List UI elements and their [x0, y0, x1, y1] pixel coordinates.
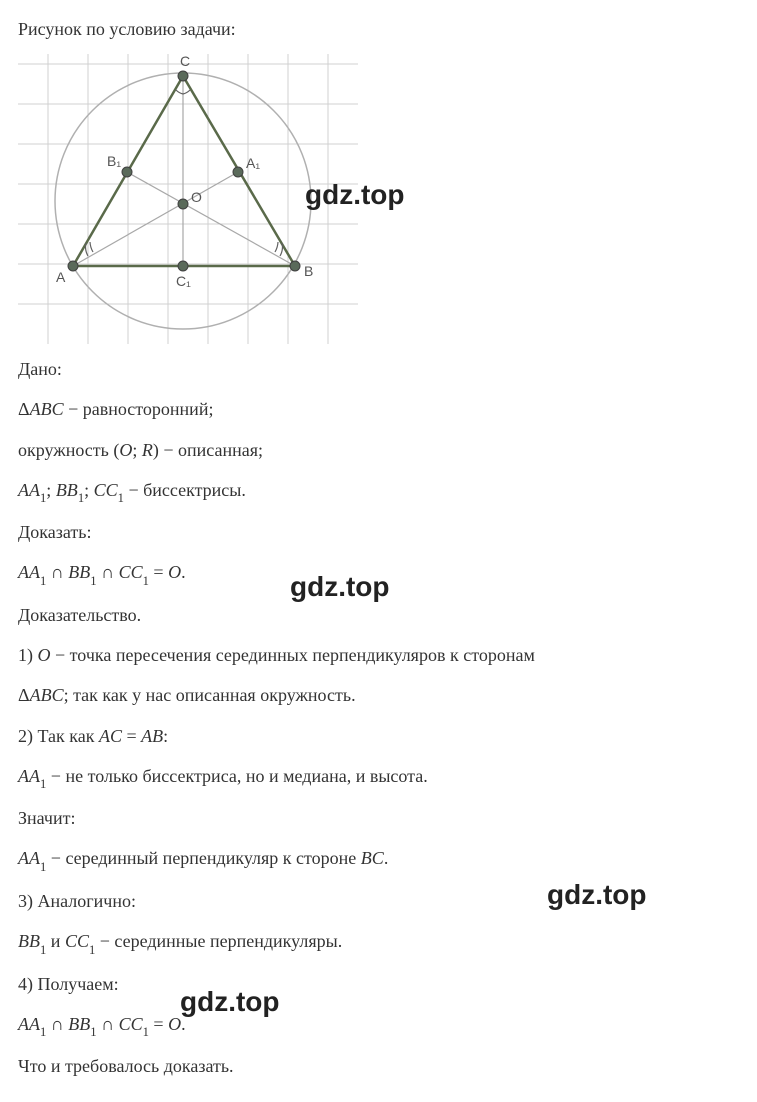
text: CC	[65, 931, 89, 951]
text: AC	[99, 726, 122, 746]
svg-text:A₁: A₁	[246, 155, 260, 171]
text: O	[119, 440, 132, 460]
text: ) − описанная;	[153, 440, 263, 460]
text: CC	[119, 562, 143, 582]
text: .	[384, 848, 389, 868]
text: AA	[18, 848, 40, 868]
text: ∩	[46, 562, 68, 582]
subscript: 1	[40, 491, 46, 505]
text: CC	[119, 1014, 143, 1034]
text: 1)	[18, 645, 38, 665]
step-1a: 1) O − точка пересечения серединных перп…	[18, 638, 739, 672]
text: .	[181, 562, 186, 582]
subscript: 1	[40, 943, 46, 957]
subscript: 1	[90, 574, 96, 588]
text: O	[168, 1014, 181, 1034]
subscript: 1	[143, 574, 149, 588]
diagram-container: C A B B₁ A₁ O C₁	[18, 54, 398, 344]
text: ∩	[97, 562, 119, 582]
proof-label: Доказательство.	[18, 598, 739, 632]
text: ∩	[46, 1014, 68, 1034]
svg-text:B₁: B₁	[107, 153, 121, 169]
text: R	[142, 440, 153, 460]
text: ∩	[97, 1014, 119, 1034]
text: =	[149, 1014, 168, 1034]
text: − серединный перпендикуляр к стороне	[46, 848, 361, 868]
subscript: 1	[40, 1025, 46, 1039]
text: окружность (	[18, 440, 119, 460]
text: ABC	[30, 685, 64, 705]
step-2c: Значит:	[18, 801, 739, 835]
text: − биссектрисы.	[124, 480, 246, 500]
step-4a: 4) Получаем:	[18, 967, 739, 1001]
prove-line: AA1 ∩ BB1 ∩ CC1 = O.	[18, 555, 739, 592]
text: Δ	[18, 685, 30, 705]
text: BB	[68, 562, 90, 582]
step-2d: AA1 − серединный перпендикуляр к стороне…	[18, 841, 739, 878]
given-label: Дано:	[18, 352, 739, 386]
given-line-2: окружность (O; R) − описанная;	[18, 433, 739, 467]
subscript: 1	[143, 1025, 149, 1039]
text: BC	[361, 848, 384, 868]
step-3a: 3) Аналогично:	[18, 884, 739, 918]
text: и	[46, 931, 65, 951]
text: ;	[46, 480, 56, 500]
text: BB	[68, 1014, 90, 1034]
text: AA	[18, 562, 40, 582]
text: ABC	[30, 399, 64, 419]
geometry-diagram: C A B B₁ A₁ O C₁	[18, 54, 358, 344]
subscript: 1	[40, 777, 46, 791]
text: AA	[18, 766, 40, 786]
subscript: 1	[40, 574, 46, 588]
text: :	[163, 726, 168, 746]
text: − точка пересечения серединных перпендик…	[51, 645, 535, 665]
text: CC	[94, 480, 118, 500]
text: ; так как у нас описанная окружность.	[64, 685, 356, 705]
text: AB	[141, 726, 163, 746]
subscript: 1	[118, 491, 124, 505]
svg-text:O: O	[191, 189, 202, 205]
text: 2) Так как	[18, 726, 99, 746]
subscript: 1	[78, 491, 84, 505]
svg-text:C: C	[180, 54, 190, 69]
svg-text:C₁: C₁	[176, 273, 191, 289]
text: BB	[18, 931, 40, 951]
text: O	[168, 562, 181, 582]
prove-label: Доказать:	[18, 515, 739, 549]
step-2b: AA1 − не только биссектриса, но и медиан…	[18, 759, 739, 796]
text: − не только биссектриса, но и медиана, и…	[46, 766, 427, 786]
text: .	[181, 1014, 186, 1034]
text: − равносторонний;	[64, 399, 214, 419]
step-2a: 2) Так как AC = AB:	[18, 719, 739, 753]
text: AA	[18, 1014, 40, 1034]
step-4b: AA1 ∩ BB1 ∩ CC1 = O.	[18, 1007, 739, 1044]
text: − серединные перпендикуляры.	[95, 931, 342, 951]
text: BB	[56, 480, 78, 500]
text: O	[38, 645, 51, 665]
subscript: 1	[40, 860, 46, 874]
text: =	[122, 726, 141, 746]
text: ;	[132, 440, 142, 460]
subscript: 1	[89, 943, 95, 957]
svg-text:A: A	[56, 269, 66, 285]
given-line-3: AA1; BB1; CC1 − биссектрисы.	[18, 473, 739, 510]
step-3b: BB1 и CC1 − серединные перпендикуляры.	[18, 924, 739, 961]
subscript: 1	[90, 1025, 96, 1039]
step-1b: ΔABC; так как у нас описанная окружность…	[18, 678, 739, 712]
text: =	[149, 562, 168, 582]
qed: Что и требовалось доказать.	[18, 1049, 739, 1083]
text: ;	[84, 480, 94, 500]
text: Δ	[18, 399, 30, 419]
text: AA	[18, 480, 40, 500]
svg-text:B: B	[304, 263, 313, 279]
title: Рисунок по условию задачи:	[18, 12, 739, 46]
given-line-1: ΔABC − равносторонний;	[18, 392, 739, 426]
